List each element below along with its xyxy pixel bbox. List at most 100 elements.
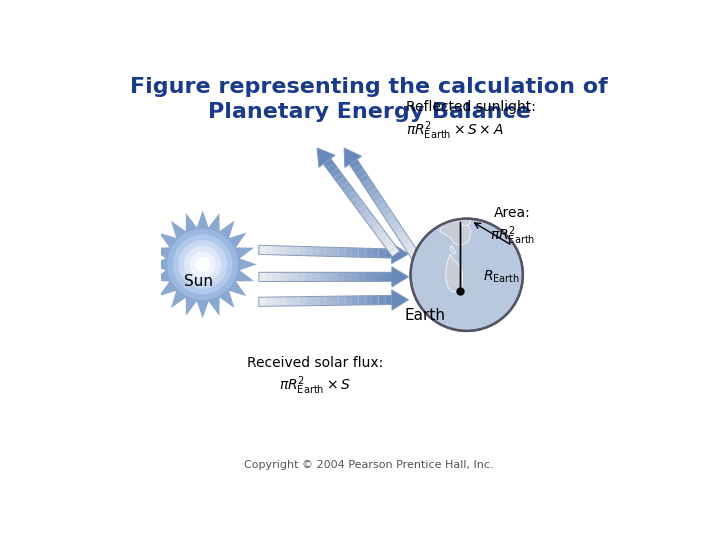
- Polygon shape: [352, 272, 359, 281]
- Polygon shape: [327, 163, 338, 173]
- Text: Received solar flux:
$\pi R^2_{\rm Earth} \times S$: Received solar flux: $\pi R^2_{\rm Earth…: [247, 356, 383, 397]
- Polygon shape: [407, 246, 418, 256]
- Polygon shape: [312, 296, 319, 306]
- Text: Earth: Earth: [405, 308, 446, 323]
- Polygon shape: [325, 247, 332, 256]
- Polygon shape: [299, 246, 305, 256]
- Polygon shape: [365, 296, 372, 305]
- Circle shape: [410, 219, 523, 331]
- Polygon shape: [365, 272, 372, 281]
- Polygon shape: [372, 224, 382, 233]
- Polygon shape: [359, 296, 365, 305]
- Polygon shape: [375, 198, 386, 208]
- Polygon shape: [319, 272, 325, 281]
- Polygon shape: [400, 237, 411, 246]
- Text: $R_{\rm Earth}$: $R_{\rm Earth}$: [483, 269, 521, 285]
- Polygon shape: [148, 210, 257, 319]
- Polygon shape: [461, 219, 471, 226]
- Polygon shape: [372, 193, 382, 203]
- Polygon shape: [325, 296, 332, 306]
- Polygon shape: [258, 272, 266, 281]
- Polygon shape: [359, 174, 370, 184]
- Polygon shape: [384, 212, 395, 222]
- Polygon shape: [382, 238, 393, 247]
- Polygon shape: [365, 214, 376, 224]
- Polygon shape: [379, 248, 385, 258]
- Polygon shape: [279, 246, 286, 255]
- Polygon shape: [285, 246, 292, 255]
- Polygon shape: [344, 186, 355, 197]
- Text: Reflected sunlight:
$\pi R^2_{\rm Earth} \times S \times A$: Reflected sunlight: $\pi R^2_{\rm Earth}…: [406, 100, 536, 141]
- Polygon shape: [292, 296, 299, 306]
- Polygon shape: [372, 295, 379, 305]
- Polygon shape: [285, 272, 292, 281]
- Polygon shape: [345, 248, 352, 257]
- Polygon shape: [372, 248, 379, 258]
- Polygon shape: [325, 272, 332, 281]
- Polygon shape: [319, 296, 325, 306]
- Polygon shape: [338, 247, 346, 257]
- Polygon shape: [368, 219, 379, 229]
- Polygon shape: [362, 179, 373, 188]
- Polygon shape: [266, 272, 272, 281]
- Polygon shape: [356, 169, 366, 179]
- Text: Sun: Sun: [184, 274, 213, 288]
- Circle shape: [184, 246, 221, 283]
- Polygon shape: [379, 295, 385, 305]
- Polygon shape: [361, 210, 372, 220]
- Polygon shape: [345, 296, 352, 305]
- Polygon shape: [332, 247, 339, 256]
- Polygon shape: [344, 148, 361, 167]
- Polygon shape: [359, 248, 365, 258]
- Polygon shape: [346, 272, 352, 281]
- Text: Copyright © 2004 Pearson Prentice Hall, Inc.: Copyright © 2004 Pearson Prentice Hall, …: [244, 460, 494, 470]
- Polygon shape: [299, 296, 305, 306]
- Polygon shape: [391, 222, 402, 232]
- Polygon shape: [446, 254, 462, 292]
- Polygon shape: [332, 296, 338, 305]
- Polygon shape: [323, 159, 334, 168]
- Circle shape: [195, 257, 210, 272]
- Polygon shape: [389, 247, 400, 256]
- Polygon shape: [352, 248, 359, 257]
- Polygon shape: [365, 184, 376, 193]
- Polygon shape: [392, 290, 408, 310]
- Polygon shape: [338, 296, 346, 305]
- Polygon shape: [272, 297, 279, 306]
- Polygon shape: [392, 244, 408, 264]
- Polygon shape: [332, 272, 338, 281]
- Circle shape: [179, 240, 227, 289]
- Polygon shape: [385, 295, 392, 305]
- Polygon shape: [392, 267, 408, 287]
- Polygon shape: [292, 246, 299, 255]
- Text: Figure representing the calculation of
Planetary Energy Balance: Figure representing the calculation of P…: [130, 77, 608, 122]
- Polygon shape: [349, 159, 360, 169]
- Polygon shape: [410, 251, 420, 261]
- Polygon shape: [379, 272, 385, 281]
- Polygon shape: [365, 248, 372, 258]
- Polygon shape: [358, 205, 369, 215]
- Polygon shape: [385, 272, 392, 281]
- Circle shape: [167, 229, 238, 300]
- Polygon shape: [348, 191, 359, 201]
- Polygon shape: [354, 200, 365, 211]
- Polygon shape: [450, 246, 456, 254]
- Polygon shape: [394, 227, 405, 237]
- Polygon shape: [359, 272, 365, 281]
- Polygon shape: [333, 172, 344, 183]
- Polygon shape: [312, 247, 319, 256]
- Polygon shape: [272, 246, 279, 255]
- Polygon shape: [279, 297, 286, 306]
- Polygon shape: [266, 246, 272, 255]
- Polygon shape: [403, 241, 414, 251]
- Polygon shape: [381, 207, 392, 217]
- Polygon shape: [258, 245, 266, 254]
- Polygon shape: [330, 168, 341, 178]
- Polygon shape: [285, 297, 292, 306]
- Polygon shape: [372, 272, 379, 281]
- Polygon shape: [338, 272, 346, 281]
- Polygon shape: [385, 249, 392, 258]
- Polygon shape: [375, 228, 386, 238]
- Text: Area:
$\pi R^2_{\rm Earth}$: Area: $\pi R^2_{\rm Earth}$: [490, 206, 535, 247]
- Circle shape: [189, 251, 216, 278]
